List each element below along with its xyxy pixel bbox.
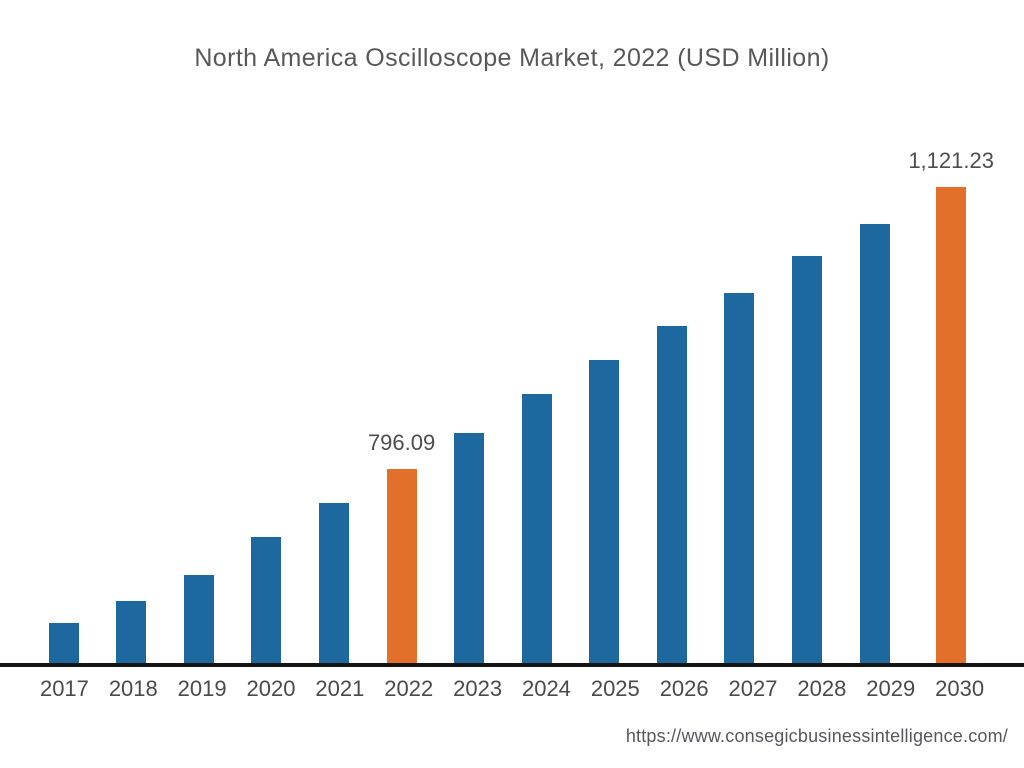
bar-column-2019	[165, 575, 233, 664]
x-tick-2026: 2026	[659, 676, 709, 701]
x-tick-2024: 2024	[521, 676, 571, 701]
bar-column-2020	[233, 537, 301, 664]
chart-title: North America Oscilloscope Market, 2022 …	[194, 44, 830, 72]
x-axis-line	[0, 663, 1024, 667]
bar-2028	[791, 256, 822, 664]
bar-2022	[386, 469, 417, 664]
source-url: https://www.consegicbusinessintelligence…	[625, 726, 1008, 746]
x-tick-2027: 2027	[728, 676, 778, 701]
x-tick-2017: 2017	[39, 676, 89, 701]
x-tick-2020: 2020	[246, 676, 296, 701]
x-tick-2029: 2029	[866, 676, 916, 701]
bar-column-2026	[638, 326, 706, 664]
x-tick-2021: 2021	[315, 676, 365, 701]
bar-column-2018	[98, 601, 166, 664]
bar-column-2029	[841, 224, 909, 664]
value-label-2030: 1,121.23	[908, 148, 994, 173]
bar-2030	[936, 187, 967, 664]
bar-2026	[656, 326, 687, 664]
x-tick-2018: 2018	[108, 676, 158, 701]
bar-2027	[724, 293, 755, 664]
bar-2029	[859, 224, 890, 664]
bar-column-2030: 1,121.23	[908, 148, 994, 664]
bar-column-2022: 796.09	[368, 430, 436, 664]
bar-2020	[251, 537, 282, 664]
bar-2019	[183, 575, 214, 664]
x-tick-2022: 2022	[384, 676, 434, 701]
x-tick-2025: 2025	[590, 676, 640, 701]
bars-row: 796.09 1,121.23	[30, 148, 994, 664]
bar-column-2023	[435, 433, 503, 664]
bar-2023	[454, 433, 485, 664]
bar-column-2021	[300, 503, 368, 664]
value-label-2022: 796.09	[367, 430, 436, 455]
bar-2017	[48, 623, 79, 664]
bar-column-2024	[503, 394, 571, 664]
bar-column-2028	[773, 256, 841, 664]
bar-column-2027	[706, 293, 774, 664]
bar-column-2017	[30, 623, 98, 664]
x-tick-2030: 2030	[935, 676, 985, 701]
bar-2025	[589, 360, 620, 664]
bar-2021	[319, 503, 350, 664]
bar-2018	[116, 601, 147, 664]
x-tick-2028: 2028	[797, 676, 847, 701]
x-tick-2023: 2023	[453, 676, 503, 701]
x-axis-labels: 2017 2018 2019 2020 2021 2022 2023 2024 2025 2026…	[30, 676, 994, 702]
x-tick-2019: 2019	[177, 676, 227, 701]
bar-column-2025	[571, 360, 639, 664]
bar-2024	[521, 394, 552, 664]
